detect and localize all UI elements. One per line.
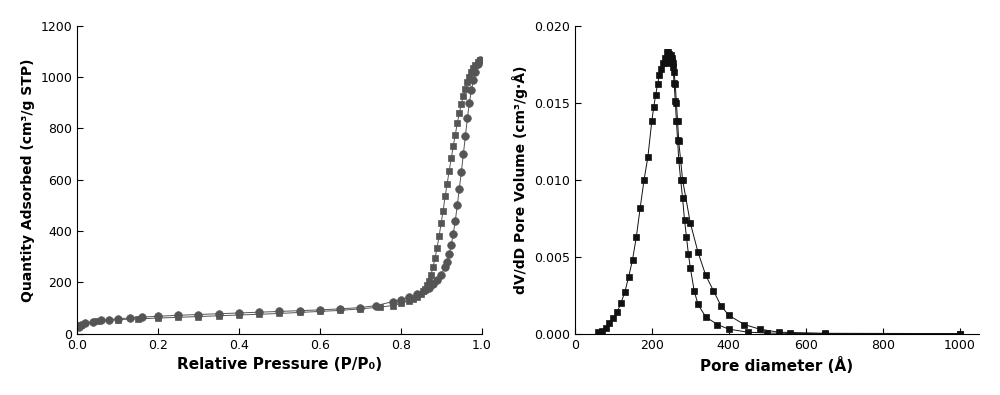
X-axis label: Relative Pressure (P/P₀): Relative Pressure (P/P₀) (177, 357, 382, 372)
Y-axis label: Quantity Adsorbed (cm³/g STP): Quantity Adsorbed (cm³/g STP) (21, 58, 35, 301)
X-axis label: Pore diameter (Å): Pore diameter (Å) (700, 357, 854, 374)
Y-axis label: dV/dD Pore Volume (cm³/g·Å): dV/dD Pore Volume (cm³/g·Å) (512, 66, 528, 294)
